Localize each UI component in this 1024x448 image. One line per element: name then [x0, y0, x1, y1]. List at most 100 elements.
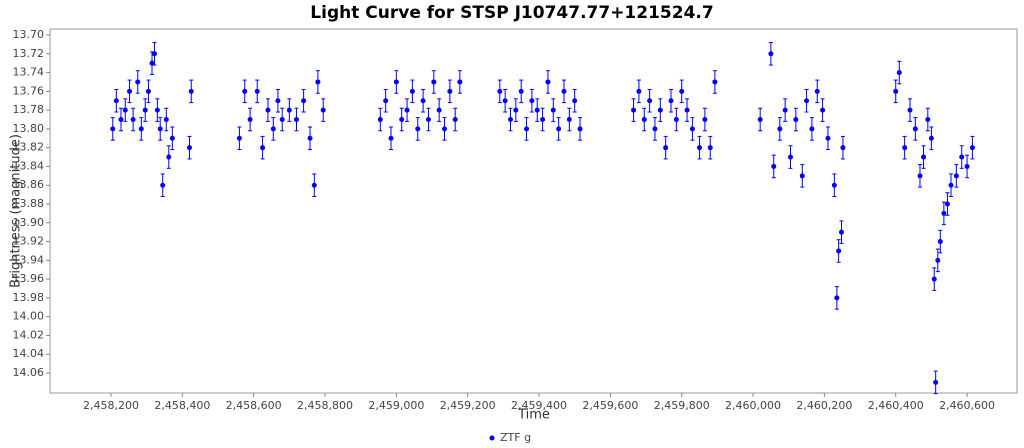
data-point — [393, 79, 399, 85]
x-tick-label: 2,459,000 — [368, 399, 424, 412]
data-point — [135, 79, 141, 85]
x-axis-label: Time — [517, 408, 550, 423]
data-point — [130, 117, 136, 123]
y-tick-label: 13.88 — [13, 197, 45, 210]
data-point — [937, 239, 943, 245]
data-point — [953, 173, 959, 179]
data-point — [307, 135, 313, 141]
y-tick-label: 13.90 — [13, 216, 45, 229]
data-point — [254, 88, 260, 94]
y-tick-label: 13.86 — [13, 178, 45, 191]
data-point — [154, 107, 160, 113]
data-point — [152, 51, 158, 57]
x-tick-label: 2,458,800 — [297, 399, 353, 412]
data-point — [138, 126, 144, 132]
y-tick-label: 13.82 — [13, 141, 45, 154]
data-point — [944, 201, 950, 207]
data-point — [545, 79, 551, 85]
y-tick-label: 13.76 — [13, 84, 45, 97]
chart-title: Light Curve for STSP J10747.77+121524.7 — [310, 3, 713, 23]
y-tick-label: 13.70 — [13, 28, 45, 41]
data-point — [383, 98, 389, 104]
x-tick-label: 2,458,600 — [226, 399, 282, 412]
data-point — [928, 135, 934, 141]
data-point — [122, 107, 128, 113]
data-point — [896, 70, 902, 76]
data-point — [697, 145, 703, 151]
data-point — [935, 257, 941, 263]
data-point — [436, 107, 442, 113]
data-point — [518, 88, 524, 94]
data-point — [921, 154, 927, 160]
data-point — [113, 98, 119, 104]
x-tick-label: 2,459,400 — [511, 399, 567, 412]
x-tick-label: 2,458,200 — [83, 399, 139, 412]
data-point — [286, 107, 292, 113]
data-point — [636, 88, 642, 94]
data-point — [118, 117, 124, 123]
data-point — [652, 126, 658, 132]
data-point — [145, 88, 151, 94]
data-point — [782, 107, 788, 113]
data-point — [188, 88, 194, 94]
y-tick-label: 13.74 — [13, 66, 45, 79]
data-point — [529, 98, 535, 104]
y-tick-label: 13.80 — [13, 122, 45, 135]
data-point — [673, 117, 679, 123]
data-point — [917, 173, 923, 179]
data-point — [933, 379, 939, 385]
data-point — [142, 107, 148, 113]
data-point — [442, 126, 448, 132]
x-tick-label: 2,459,200 — [440, 399, 496, 412]
data-point — [907, 107, 913, 113]
data-point — [831, 182, 837, 188]
data-point — [641, 117, 647, 123]
data-point — [540, 117, 546, 123]
data-point — [912, 126, 918, 132]
data-point — [556, 126, 562, 132]
data-point — [166, 154, 172, 160]
data-point — [836, 248, 842, 254]
data-point — [959, 154, 965, 160]
data-point — [127, 88, 133, 94]
data-point — [647, 98, 653, 104]
data-point — [825, 135, 831, 141]
data-point — [566, 117, 572, 123]
data-point — [169, 135, 175, 141]
data-point — [840, 145, 846, 151]
data-point — [502, 98, 508, 104]
data-point — [834, 295, 840, 301]
data-point — [404, 107, 410, 113]
data-point — [301, 98, 307, 104]
y-tick-label: 14.02 — [13, 328, 45, 341]
data-point — [707, 145, 713, 151]
y-tick-label: 13.96 — [13, 272, 45, 285]
data-point — [550, 107, 556, 113]
data-point — [941, 210, 947, 216]
x-tick-label: 2,459,800 — [654, 399, 710, 412]
data-point — [931, 276, 937, 282]
data-point — [577, 126, 583, 132]
data-point — [320, 107, 326, 113]
data-point — [457, 79, 463, 85]
data-point — [524, 126, 530, 132]
data-point — [163, 117, 169, 123]
data-point — [377, 117, 383, 123]
data-point — [265, 107, 271, 113]
data-point — [415, 126, 421, 132]
data-point — [279, 117, 285, 123]
plot-area — [49, 28, 1018, 394]
data-point — [315, 79, 321, 85]
data-point — [793, 117, 799, 123]
data-point — [186, 145, 192, 151]
data-point — [236, 135, 242, 141]
data-point — [311, 182, 317, 188]
data-point — [270, 126, 276, 132]
data-point — [948, 182, 954, 188]
data-point — [839, 229, 845, 235]
data-point — [160, 182, 166, 188]
data-point — [247, 117, 253, 123]
y-tick-label: 14.00 — [13, 310, 45, 323]
y-tick-label: 13.72 — [13, 47, 45, 60]
